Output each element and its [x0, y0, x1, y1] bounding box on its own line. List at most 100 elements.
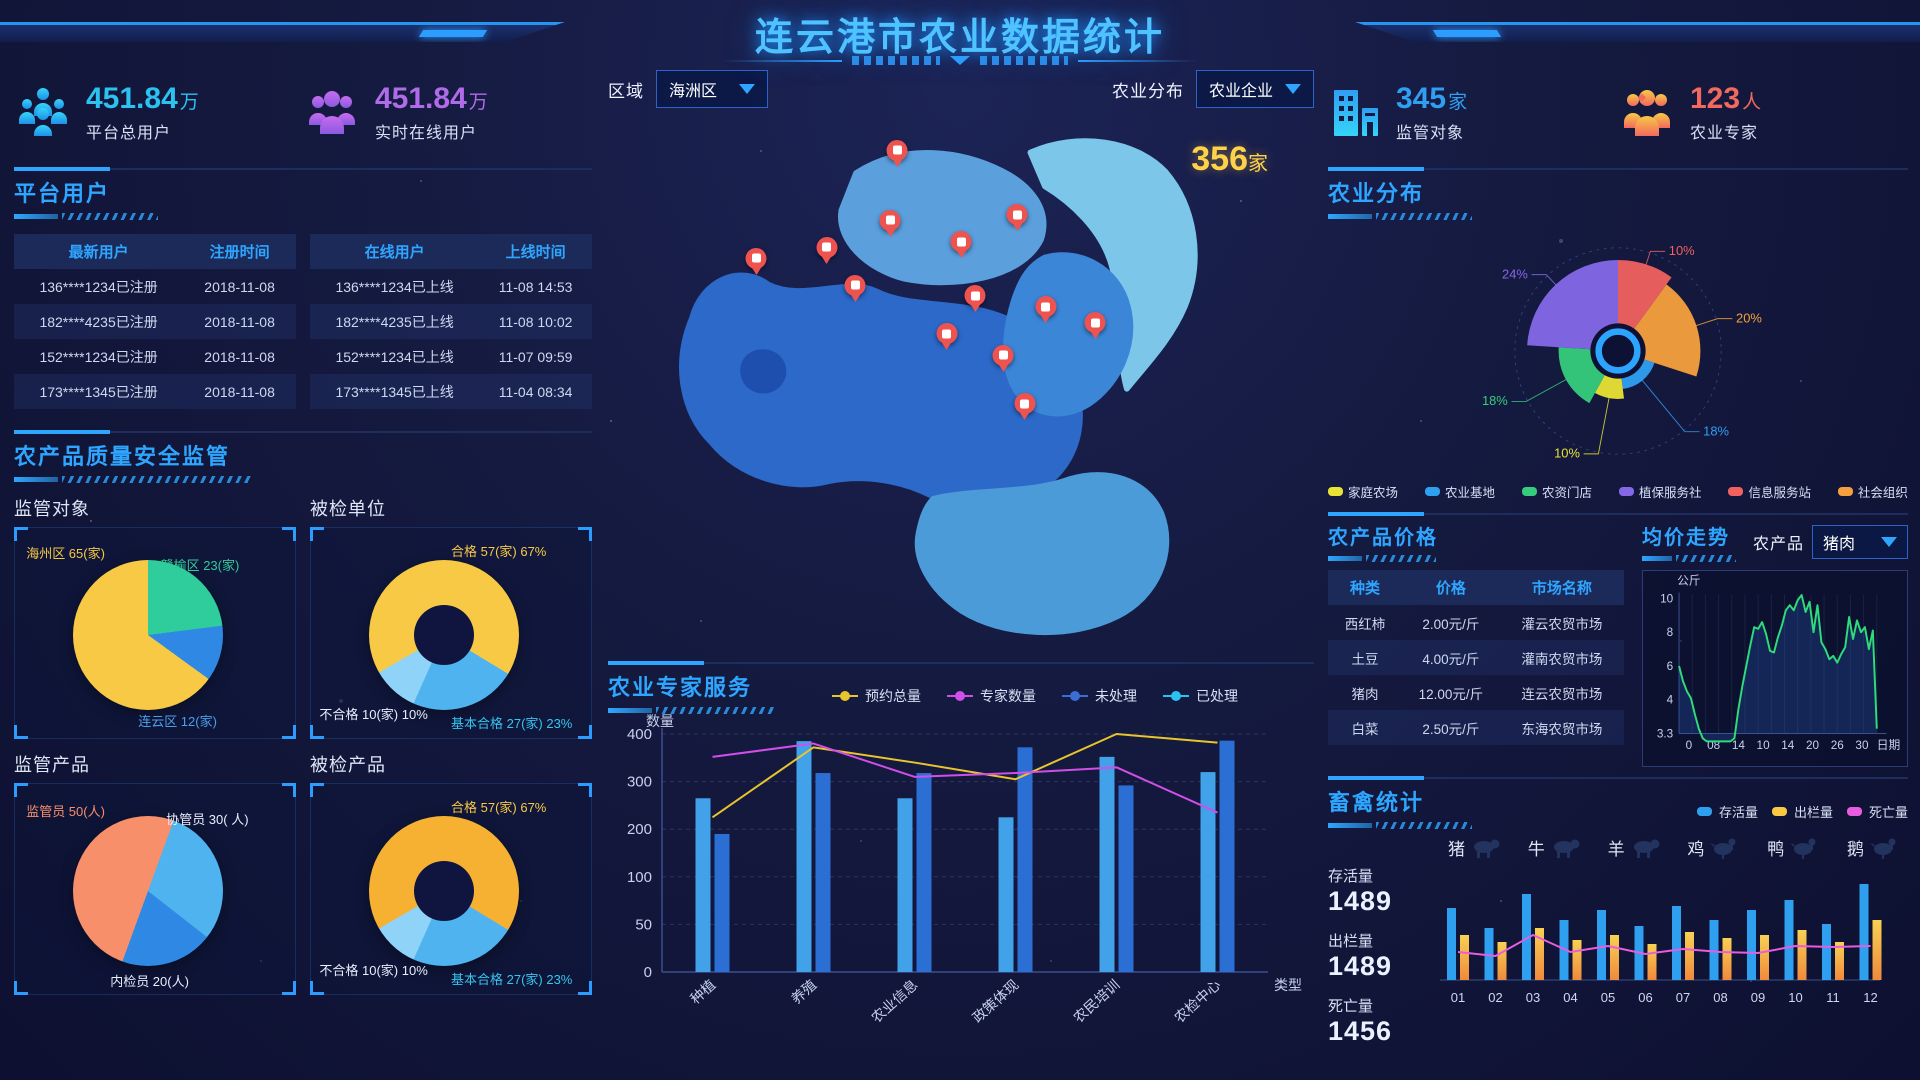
legend-marker — [1618, 487, 1634, 496]
legend-item[interactable]: 农业基地 — [1424, 482, 1495, 501]
svg-text:20: 20 — [1806, 739, 1820, 752]
stat-label: 实时在线用户 — [375, 124, 478, 142]
legend-item[interactable]: 死亡量 — [1846, 802, 1908, 821]
chart-box: 合格 57(家) 67% 不合格 10(家) 10% 基本合格 27(家) 23% — [310, 527, 592, 739]
corner-bracket — [282, 725, 296, 739]
svg-text:农民培训: 农民培训 — [1070, 976, 1122, 1025]
animal-item: 羊 — [1608, 835, 1661, 860]
legend-item[interactable]: 信息服务站 — [1728, 482, 1811, 501]
section-decoration — [1328, 213, 1908, 220]
legend-label: 农资门店 — [1541, 486, 1592, 500]
location-pin-icon[interactable] — [1014, 393, 1036, 415]
location-pin-icon[interactable] — [950, 231, 972, 253]
location-pin-icon[interactable] — [936, 323, 958, 345]
product-select[interactable]: 猪肉 — [1812, 524, 1908, 559]
corner-bracket — [578, 527, 592, 541]
legend-item[interactable]: 农资门店 — [1521, 482, 1592, 501]
pie-slice-label: 协管员 30( 人) — [166, 812, 249, 828]
column-header: 价格 — [1435, 580, 1466, 597]
svg-text:14: 14 — [1781, 739, 1795, 752]
legend-marker — [1846, 807, 1862, 816]
legend-item[interactable]: 出栏量 — [1771, 802, 1833, 821]
distribution-select[interactable]: 农业企业 — [1195, 70, 1314, 108]
stat-supervised-entities: 345 家 监管对象 — [1328, 82, 1618, 143]
animal-label: 羊 — [1607, 840, 1625, 859]
legend-item[interactable]: 植保服务社 — [1618, 482, 1701, 501]
location-pin-icon[interactable] — [886, 139, 908, 161]
divider — [608, 661, 1314, 665]
legend-dot — [1171, 691, 1181, 701]
location-pin-icon[interactable] — [964, 285, 986, 307]
svg-text:4: 4 — [1667, 694, 1674, 707]
table-cell: 136****1234已上线 — [335, 278, 454, 295]
section-title-price-trend: 均价走势 — [1642, 527, 1730, 549]
corner-bracket — [14, 981, 28, 995]
stat-value: 451.84 万 — [86, 81, 199, 115]
map-region-east[interactable] — [1003, 252, 1134, 417]
platform-users-icon — [19, 88, 67, 136]
location-pin-icon[interactable] — [1084, 312, 1106, 334]
section-decoration — [1328, 822, 1472, 829]
pie-slice-label: 基本合格 27(家) 23% — [451, 971, 573, 987]
table-cell: 2018-11-08 — [204, 348, 275, 365]
svg-text:12: 12 — [1863, 990, 1877, 1005]
table-cell: 2018-11-08 — [204, 278, 275, 295]
svg-text:公斤: 公斤 — [1677, 575, 1700, 588]
svg-text:农业信息: 农业信息 — [868, 976, 920, 1025]
svg-text:08: 08 — [1707, 739, 1721, 752]
pie-chart — [73, 816, 223, 966]
legend-item[interactable]: 预约总量 — [832, 686, 921, 706]
legend-item[interactable]: 专家数量 — [947, 686, 1036, 706]
location-pin-icon[interactable] — [1035, 296, 1057, 318]
svg-text:10: 10 — [1660, 592, 1674, 605]
livestock-content: 存活量 1489 出栏量 1489 死亡量 1456 猪牛羊鸡鸭鹅 01 02 03 04 05 0… — [1328, 835, 1908, 1060]
location-pin-icon[interactable] — [745, 247, 767, 269]
map-region-coast[interactable] — [1027, 138, 1198, 392]
distribution-rose-chart: 10% 20% 18% 10% 18% 24% — [1482, 243, 1762, 461]
legend-marker — [1728, 487, 1744, 496]
corner-bracket — [578, 783, 592, 797]
location-pin-icon[interactable] — [1006, 204, 1028, 226]
section-title-platform-users: 平台用户 — [14, 181, 111, 206]
table-cell: 灌南农贸市场 — [1521, 651, 1603, 667]
column-header: 最新用户 — [68, 244, 129, 261]
divider — [1328, 776, 1908, 780]
legend-marker — [947, 691, 973, 701]
corner-bracket — [310, 527, 324, 541]
table-row: 182****4235已注册 2018-11-08 — [14, 304, 296, 339]
location-pin-icon[interactable] — [879, 209, 901, 231]
legend-item[interactable]: 社会组织 — [1837, 482, 1908, 501]
location-pin-icon[interactable] — [816, 236, 838, 258]
location-pin-icon[interactable] — [844, 274, 866, 296]
legend-label: 未处理 — [1095, 688, 1137, 704]
svg-text:24%: 24% — [1502, 266, 1528, 281]
legend-item[interactable]: 家庭农场 — [1328, 482, 1398, 501]
animal-label: 鸭 — [1767, 840, 1785, 859]
legend-item[interactable]: 已处理 — [1163, 686, 1238, 706]
livestock-stats: 存活量 1489 出栏量 1489 死亡量 1456 — [1328, 835, 1434, 1060]
svg-text:8: 8 — [1667, 626, 1674, 639]
table-cell: 173****1345已注册 — [39, 383, 158, 400]
svg-text:类型: 类型 — [1274, 977, 1302, 993]
right-stats-row: 345 家 监管对象 123 人 农业专家 — [1328, 66, 1908, 158]
animal-label: 鸡 — [1687, 840, 1705, 859]
prices-section: 农产品价格 种类 价格 市场名称 西红柿 2.00元/斤 灌云农贸市场 土豆 4.00元/斤 灌… — [1328, 521, 1624, 767]
chart-box: 合格 57(家) 67% 不合格 10(家) 10% 基本合格 27(家) 23% — [310, 783, 592, 995]
location-pin-icon[interactable] — [992, 344, 1014, 366]
animals-row: 猪牛羊鸡鸭鹅 — [1434, 835, 1908, 862]
legend-item[interactable]: 存活量 — [1696, 802, 1758, 821]
map-region-north[interactable] — [838, 149, 1047, 286]
legend-item[interactable]: 未处理 — [1062, 686, 1137, 706]
pie-chart — [369, 816, 519, 966]
buildings-icon — [1334, 90, 1378, 136]
pie-slice-label: 内检员 20(人) — [110, 973, 189, 989]
svg-text:6: 6 — [1667, 660, 1674, 673]
region-select[interactable]: 海洲区 — [656, 70, 768, 108]
header-right-decoration — [1355, 22, 1920, 42]
chart-label: 被检单位 — [310, 499, 386, 519]
animal-quadruped-icon — [1553, 839, 1580, 858]
price-trend-box: 3.3 4 6 8 10 公斤 0 08 14 10 14 20 26 30 日期 — [1642, 570, 1908, 767]
legend-dot — [955, 691, 965, 701]
map-region-south[interactable] — [914, 472, 1170, 636]
svg-text:11: 11 — [1826, 990, 1840, 1005]
